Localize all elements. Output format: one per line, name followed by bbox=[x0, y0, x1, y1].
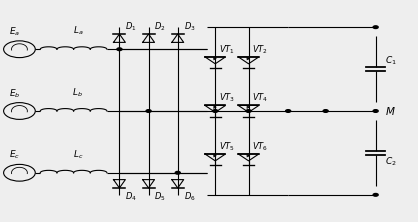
Text: $VT_3$: $VT_3$ bbox=[219, 92, 235, 104]
Circle shape bbox=[213, 110, 218, 112]
Text: $C_1$: $C_1$ bbox=[385, 54, 397, 67]
Circle shape bbox=[323, 110, 328, 112]
Text: $D_4$: $D_4$ bbox=[125, 190, 137, 203]
Text: $VT_5$: $VT_5$ bbox=[219, 140, 234, 153]
Text: $VT_1$: $VT_1$ bbox=[219, 43, 234, 56]
Text: $D_3$: $D_3$ bbox=[184, 20, 195, 33]
Text: $E_a$: $E_a$ bbox=[9, 25, 20, 38]
Text: $C_2$: $C_2$ bbox=[385, 155, 397, 168]
Text: $E_b$: $E_b$ bbox=[9, 87, 20, 99]
Text: $VT_2$: $VT_2$ bbox=[252, 43, 268, 56]
Circle shape bbox=[373, 194, 378, 196]
Circle shape bbox=[373, 26, 378, 28]
Text: $D_5$: $D_5$ bbox=[154, 190, 166, 203]
Circle shape bbox=[246, 110, 251, 112]
Text: $VT_4$: $VT_4$ bbox=[252, 92, 268, 104]
Circle shape bbox=[373, 110, 378, 112]
Text: $L_a$: $L_a$ bbox=[72, 25, 83, 37]
Text: $D_1$: $D_1$ bbox=[125, 20, 137, 33]
Text: $L_b$: $L_b$ bbox=[72, 86, 83, 99]
Circle shape bbox=[146, 110, 151, 112]
Circle shape bbox=[285, 110, 291, 112]
Text: $D_6$: $D_6$ bbox=[184, 190, 195, 203]
Text: $E_c$: $E_c$ bbox=[9, 149, 20, 161]
Circle shape bbox=[175, 171, 180, 174]
Text: $VT_6$: $VT_6$ bbox=[252, 140, 268, 153]
Text: $L_c$: $L_c$ bbox=[73, 148, 83, 161]
Circle shape bbox=[117, 48, 122, 51]
Text: $M$: $M$ bbox=[385, 105, 395, 117]
Text: $D_2$: $D_2$ bbox=[154, 20, 166, 33]
